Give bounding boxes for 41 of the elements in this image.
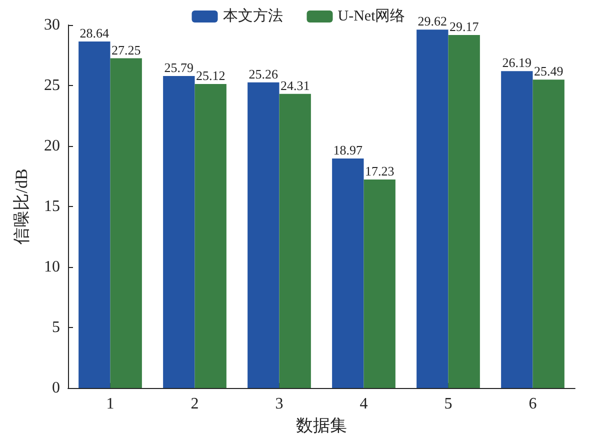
data-label: 26.19 (502, 55, 532, 70)
bar (248, 82, 280, 388)
data-label: 25.49 (534, 64, 564, 79)
bar (448, 35, 480, 388)
data-label: 18.97 (333, 142, 364, 158)
data-label: 25.26 (248, 66, 279, 82)
y-axis-title: 信噪比/dB (12, 168, 31, 244)
bar (163, 76, 195, 388)
bar (364, 180, 396, 388)
y-tick-label: 15 (44, 198, 60, 215)
y-tick-label: 30 (44, 16, 60, 34)
data-label: 25.79 (164, 60, 194, 75)
bar (332, 158, 364, 388)
data-label: 24.31 (280, 78, 310, 93)
y-tick-label: 10 (44, 258, 60, 276)
data-label: 28.64 (80, 25, 110, 40)
x-tick-label: 1 (106, 396, 114, 412)
data-label: 29.17 (449, 19, 480, 34)
x-tick-label: 5 (444, 396, 452, 412)
data-label: 27.25 (111, 42, 141, 58)
x-axis-title: 数据集 (296, 416, 347, 435)
y-tick-label: 20 (44, 138, 60, 154)
x-tick-label: 4 (360, 396, 368, 412)
x-tick-label: 2 (190, 396, 199, 412)
bar (532, 80, 564, 388)
x-tick-label: 6 (528, 396, 537, 412)
x-tick-label: 3 (275, 396, 284, 412)
y-tick-label: 0 (52, 380, 60, 396)
data-label: 17.23 (364, 164, 394, 179)
data-label: 25.12 (196, 68, 226, 84)
y-tick-label: 5 (52, 319, 60, 336)
bar (110, 58, 142, 388)
legend-label: 本文方法 (222, 8, 283, 24)
y-tick-label: 25 (44, 77, 60, 94)
bar (501, 71, 533, 388)
data-label: 29.62 (418, 14, 448, 29)
bar (194, 84, 226, 388)
bar (78, 41, 110, 388)
bar (279, 94, 311, 388)
bar (416, 30, 448, 388)
legend-label: U-Net网络 (338, 8, 406, 24)
